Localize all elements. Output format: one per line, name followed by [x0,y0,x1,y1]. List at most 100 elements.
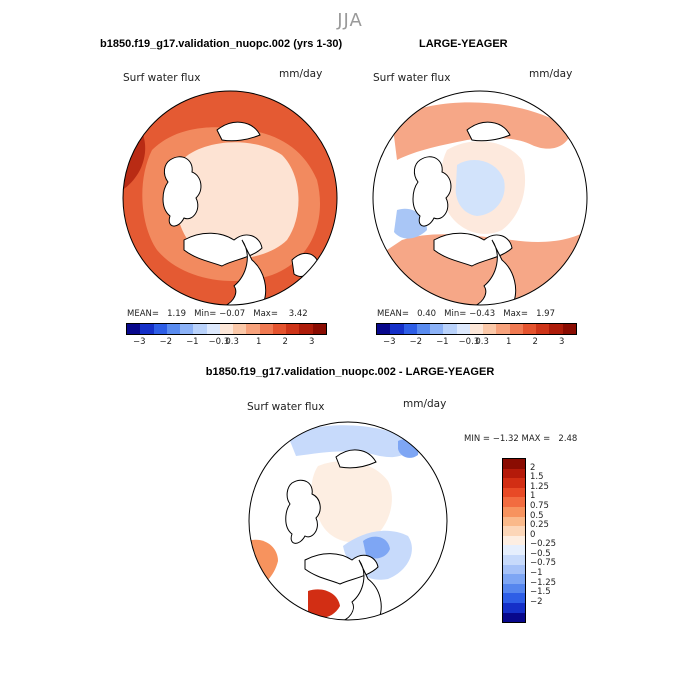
diff-blue-region2 [363,536,390,559]
colorbar-tick-label: −2 [530,596,543,607]
diff-pale-region [311,461,392,543]
colorbar-swatch [536,324,550,334]
colorbar-swatch [503,593,525,603]
colorbar-swatch [193,324,207,334]
left-land [221,239,267,305]
diff-red-region2 [308,589,340,618]
colorbar-tick-label: 0.3 [475,337,489,347]
colorbar-tick-label: 1.25 [530,481,549,492]
colorbar-swatch [503,478,525,488]
left-variable-label: Surf water flux [123,72,201,84]
colorbar-tick-label: −0.3 [458,337,480,347]
colorbar-tick-label: −2 [159,337,173,347]
colorbar-swatch [503,506,525,517]
right-colorbar [376,323,577,335]
left-units-label: mm/day [279,68,323,80]
colorbar-swatch [522,324,537,334]
right-units-label: mm/day [529,68,573,80]
colorbar-tick-label: 1 [255,337,262,347]
diff-variable-label: Surf water flux [247,401,325,413]
colorbar-tick-label: −1.25 [530,577,557,588]
right-panel-title: LARGE-YEAGER [419,38,508,50]
right-land [466,121,511,142]
right-ocean-red [373,230,587,305]
colorbar-swatch [483,324,497,334]
left-ocean-inner [174,142,299,259]
diff-max-value: 2.48 [558,434,578,444]
colorbar-swatch [180,324,194,334]
colorbar-swatch [246,324,260,334]
diff-max-label: MAX = [521,434,551,444]
right-max-value: 1.97 [536,309,555,319]
colorbar-tick-label: −0.3 [208,337,230,347]
colorbar-tick-label: 0.3 [225,337,239,347]
diff-polar-map [248,421,448,621]
left-panel-title: b1850.f19_g17.validation_nuopc.002 (yrs … [100,38,343,50]
colorbar-swatch [503,468,525,479]
right-polar-map [372,90,588,306]
colorbar-swatch [503,583,525,594]
left-stats: MEAN= 1.19 Min= −0.07 Max= 3.42 [127,309,308,319]
colorbar-tick-label: 0.5 [530,510,544,521]
colorbar-swatch [403,324,417,334]
colorbar-swatch [377,324,391,334]
colorbar-tick-label: −1.5 [530,587,551,598]
colorbar-tick-label: −1 [530,568,543,579]
diff-colorbar-ticks: 2 1.5 1.25 1 0.75 0.5 0.25 0 −0.25 −0.5 −0.75 −1 −1.… [530,458,590,621]
right-mean-value: 0.40 [417,309,437,319]
colorbar-tick-label: −1 [186,337,199,347]
colorbar-tick-label: −3 [383,337,396,347]
colorbar-swatch [259,324,273,334]
season-title: JJA [337,10,363,31]
colorbar-swatch [286,324,300,334]
colorbar-swatch [153,324,167,334]
left-map-border [122,90,338,306]
colorbar-swatch [312,324,326,334]
colorbar-swatch [166,324,181,334]
colorbar-swatch [233,324,247,334]
colorbar-swatch [496,324,510,334]
colorbar-swatch [503,535,525,546]
right-min-label: Min= [444,309,467,319]
left-colorbar-ticks: −3 −2 −1 −0.3 0.3 1 2 3 [126,337,325,349]
right-colorbar-ticks: −3 −2 −1 −0.3 0.3 1 2 3 [376,337,575,349]
colorbar-tick-label: 0.75 [530,500,549,511]
colorbar-tick-label: −3 [133,337,146,347]
diff-minmax: MIN = −1.32 MAX = 2.48 [464,434,577,444]
right-max-label: Max= [503,309,528,319]
left-max-value: 3.42 [288,309,308,319]
colorbar-tick-label: −1 [436,337,449,347]
colorbar-swatch [503,459,525,469]
colorbar-tick-label: −2 [409,337,423,347]
colorbar-swatch [503,526,525,536]
colorbar-swatch [562,324,576,334]
colorbar-swatch [390,324,404,334]
colorbar-tick-label: 1.5 [530,472,544,483]
diff-min-label: MIN = [464,434,491,444]
right-variable-label: Surf water flux [373,72,451,84]
colorbar-swatch [443,324,457,334]
colorbar-swatch [272,324,287,334]
colorbar-swatch [503,487,525,498]
left-mean-label: MEAN= [127,309,159,319]
diff-panel-title: b1850.f19_g17.validation_nuopc.002 - LAR… [205,366,495,378]
colorbar-swatch [219,324,234,334]
right-min-value: −0.43 [469,309,496,319]
left-colorbar [126,323,327,335]
colorbar-swatch [503,574,525,584]
colorbar-swatch [206,324,220,334]
left-land [162,156,202,227]
left-mean-value: 1.19 [167,309,187,319]
diff-map-border [248,421,448,621]
colorbar-tick-label: 2 [532,337,538,347]
colorbar-swatch [430,324,444,334]
colorbar-tick-label: −0.75 [530,558,557,569]
colorbar-tick-label: 2 [530,462,536,473]
colorbar-tick-label: −0.25 [530,539,557,550]
colorbar-tick-label: 0.25 [530,520,549,531]
left-min-label: Min= [194,309,217,319]
diff-land [285,479,321,544]
diff-min-value: −1.32 [492,434,519,444]
colorbar-tick-label: 3 [309,337,315,347]
colorbar-swatch [503,545,525,555]
